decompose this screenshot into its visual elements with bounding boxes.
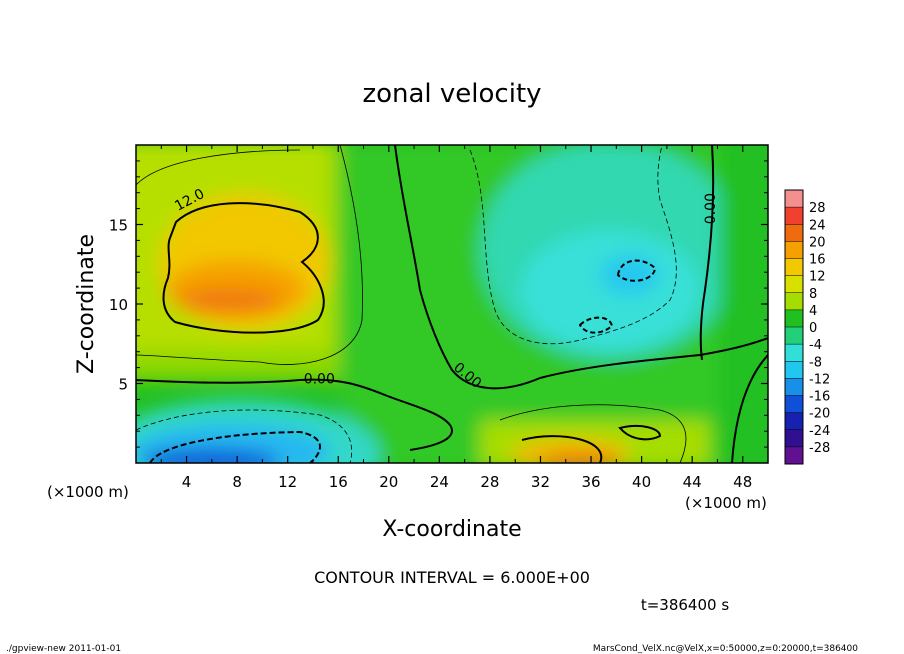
colorbar-label: 20 xyxy=(809,235,826,250)
contour-zero-center xyxy=(394,145,768,390)
footer-left: ./gpview-new 2011-01-01 xyxy=(6,644,121,654)
y-tick-label: 15 xyxy=(109,217,128,235)
x-tick-label: 8 xyxy=(232,473,242,491)
x-tick-label: 44 xyxy=(683,473,702,491)
colorbar-label: -24 xyxy=(809,424,830,439)
x-tick-label: 32 xyxy=(531,473,550,491)
colorbar-segment xyxy=(785,446,803,465)
time-text: t=386400 s xyxy=(641,596,729,614)
contour-zero-left xyxy=(136,378,453,451)
y-axis-ticks: 5 10 15 xyxy=(109,160,768,448)
colorbar-label: -8 xyxy=(809,355,822,370)
colorbar-label: 24 xyxy=(809,218,826,233)
contour-label: 0.00 xyxy=(703,193,719,224)
colorbar-label: -28 xyxy=(809,441,830,456)
colorbar-label: 12 xyxy=(809,270,826,285)
y-axis-label: Z-coordinate xyxy=(74,234,99,374)
colorbar-segment xyxy=(785,258,803,276)
x-axis-label: X-coordinate xyxy=(382,517,521,542)
y-tick-label: 5 xyxy=(118,376,128,394)
x-unit-label-right: (×1000 m) xyxy=(685,494,767,512)
colorbar-label: -12 xyxy=(809,372,830,387)
colorbar-segment xyxy=(785,292,803,311)
x-tick-label: 24 xyxy=(430,473,449,491)
x-tick-label: 48 xyxy=(733,473,752,491)
footer-right: MarsCond_VelX.nc@VelX,x=0:50000,z=0:2000… xyxy=(593,644,858,654)
heatmap-field xyxy=(136,145,768,463)
contour-interval-text: CONTOUR INTERVAL = 6.000E+00 xyxy=(314,568,590,587)
colorbar-segment xyxy=(785,241,803,259)
chart-title: zonal velocity xyxy=(362,79,541,109)
colorbar: 28 24 20 16 12 8 4 0 -4 -8 -12 -16 -20 -24 -28 xyxy=(784,189,830,465)
x-tick-label: 12 xyxy=(278,473,297,491)
contour-zero-bottom xyxy=(731,354,768,463)
contour-zero-right xyxy=(699,145,715,361)
colorbar-segment xyxy=(785,309,803,328)
contour-label: 0.00 xyxy=(304,372,335,388)
colorbar-label: -4 xyxy=(809,338,822,353)
x-tick-label: 40 xyxy=(632,473,651,491)
colorbar-segment xyxy=(785,378,803,396)
colorbar-segment xyxy=(785,327,803,345)
colorbar-label: 8 xyxy=(809,287,817,302)
x-tick-label: 4 xyxy=(182,473,192,491)
x-unit-label-left: (×1000 m) xyxy=(47,483,129,501)
colorbar-segment xyxy=(785,207,803,225)
colorbar-segment xyxy=(785,224,803,242)
contour-12 xyxy=(162,202,325,334)
x-tick-label: 16 xyxy=(329,473,348,491)
colorbar-segment xyxy=(785,429,803,448)
x-tick-label: 36 xyxy=(581,473,600,491)
colorbar-label: 0 xyxy=(809,321,817,336)
x-tick-label: 28 xyxy=(480,473,499,491)
colorbar-segment xyxy=(785,412,803,431)
colorbar-segment xyxy=(785,361,803,379)
colorbar-label: 28 xyxy=(809,201,826,216)
colorbar-label: 4 xyxy=(809,304,817,319)
contour-lines xyxy=(136,145,768,463)
colorbar-segment xyxy=(785,275,803,294)
x-axis-ticks: 4 8 12 16 20 24 28 32 36 40 44 48 xyxy=(160,145,752,491)
colorbar-label: 16 xyxy=(809,253,826,268)
y-tick-label: 10 xyxy=(109,296,128,314)
colorbar-label: -16 xyxy=(809,390,830,405)
colorbar-segment xyxy=(785,344,803,362)
colorbar-segment xyxy=(785,190,803,208)
colorbar-segment xyxy=(785,395,803,413)
colorbar-label: -20 xyxy=(809,407,830,422)
x-tick-label: 20 xyxy=(379,473,398,491)
